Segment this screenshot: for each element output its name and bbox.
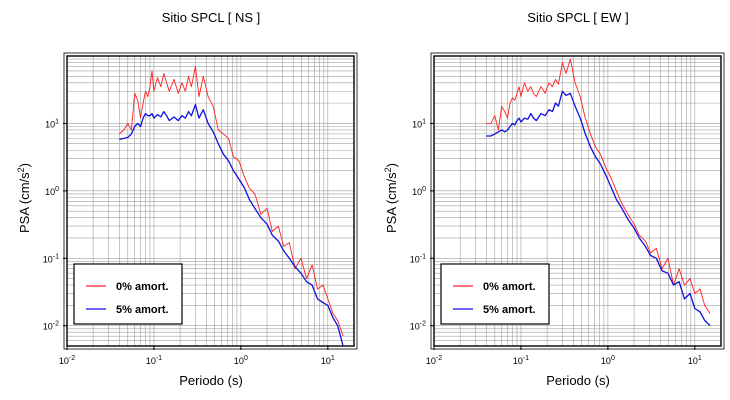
x-tick-label: 101 — [688, 355, 702, 366]
y-tick-label: 100 — [412, 186, 426, 197]
chart-panel-ns: Sitio SPCL [ NS ] Periodo (s) PSA (cm/s2… — [16, 10, 358, 388]
x-axis-label: Periodo (s) — [546, 373, 610, 388]
y-tick-label: 10-2 — [43, 321, 59, 332]
x-tick-label: 100 — [601, 355, 615, 366]
x-tick-label: 10-1 — [513, 355, 529, 366]
y-tick-label: 10-1 — [43, 253, 59, 264]
y-tick-label: 100 — [45, 186, 59, 197]
legend: 0% amort. 5% amort. — [440, 263, 550, 325]
series-line-0 — [119, 65, 344, 337]
legend: 0% amort. 5% amort. — [73, 263, 183, 325]
legend-label-0: 0% amort. — [116, 281, 169, 293]
y-tick-label: 10-2 — [410, 321, 426, 332]
legend-label-0: 0% amort. — [483, 281, 536, 293]
chart-panel-ew: Sitio SPCL [ EW ] Periodo (s) PSA (cm/s2… — [383, 10, 725, 388]
legend-box — [440, 263, 550, 325]
series-line-1 — [486, 90, 711, 327]
plot-frame — [66, 55, 355, 347]
y-tick-label: 10-1 — [410, 253, 426, 264]
series-line-0 — [486, 58, 711, 315]
plot-area: 10-2 10-1 100 101 10-2 10-1 100 101 — [43, 52, 358, 366]
y-axis-label: PSA (cm/s2) — [16, 163, 32, 233]
legend-label-1: 5% amort. — [116, 304, 169, 316]
legend-box — [73, 263, 183, 325]
y-tick-label: 101 — [45, 118, 59, 129]
plot-frame — [433, 55, 722, 347]
y-axis-label: PSA (cm/s2) — [383, 163, 399, 233]
chart-title: Sitio SPCL [ NS ] — [162, 10, 261, 25]
x-tick-label: 10-2 — [426, 355, 442, 366]
x-tick-label: 10-1 — [146, 355, 162, 366]
plot-frame-outer — [63, 52, 358, 350]
legend-label-1: 5% amort. — [483, 304, 536, 316]
plot-frame-outer — [430, 52, 725, 350]
series-line-1 — [119, 103, 344, 347]
x-tick-label: 10-2 — [59, 355, 75, 366]
x-tick-label: 100 — [234, 355, 248, 366]
chart-title: Sitio SPCL [ EW ] — [527, 10, 628, 25]
x-tick-label: 101 — [321, 355, 335, 366]
x-axis-label: Periodo (s) — [179, 373, 243, 388]
y-tick-label: 101 — [412, 118, 426, 129]
